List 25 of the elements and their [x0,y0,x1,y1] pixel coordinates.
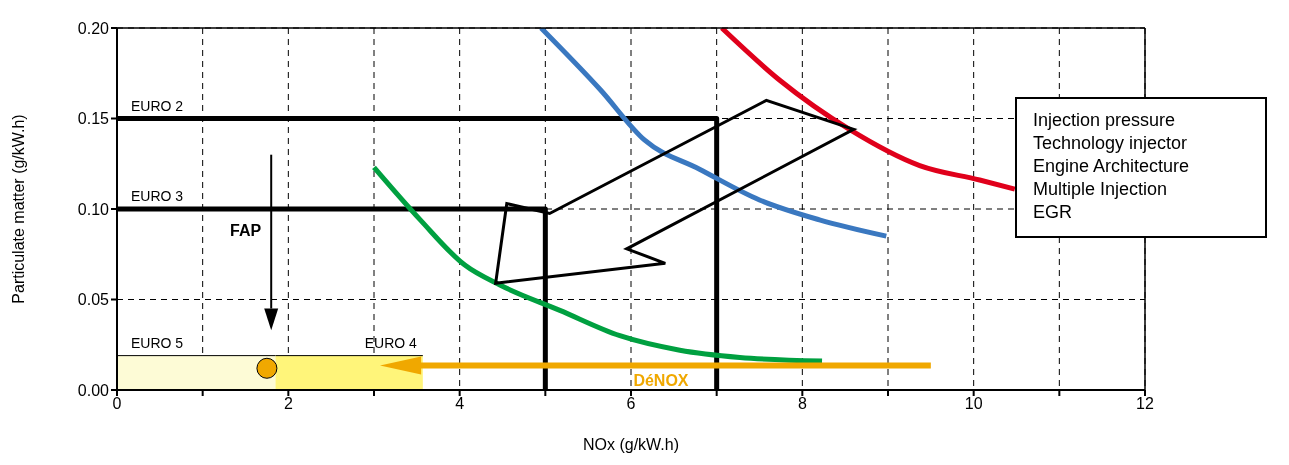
x-tick-label: 0 [112,395,122,413]
y-tick-label: 0.00 [77,381,110,399]
annotation: EGR [1033,201,1073,224]
x-tick-label: 12 [1136,395,1154,413]
annotation: Engine Architecture [1033,155,1191,178]
x-tick-label: 10 [964,395,983,413]
x-tick-label: 8 [797,395,807,413]
annotation: Injection pressure [1033,109,1177,132]
series-label: EURO 5 [131,334,184,351]
series-label: EURO 4 [364,334,418,351]
x-tick-label: 2 [283,395,293,413]
annotation: Multiple Injection [1033,178,1169,201]
annotation: FAP [230,222,262,240]
y-tick-label: 0.15 [77,110,110,128]
annotation: DéNOX [633,371,689,389]
y-tick-label: 0.20 [77,19,110,37]
y-tick-label: 0.10 [77,200,110,218]
x-tick-label: 6 [626,395,636,413]
x-axis-title: NOx (g/kW.h) [582,436,680,453]
series-label: EURO 2 [131,97,184,114]
x-tick-label: 4 [455,395,465,413]
y-axis-title: Particulate matter (g/kW.h) [9,114,27,304]
annotation: Technology injector [1033,132,1189,155]
series-label: EURO 3 [131,188,184,204]
y-tick-label: 0.05 [77,291,110,309]
